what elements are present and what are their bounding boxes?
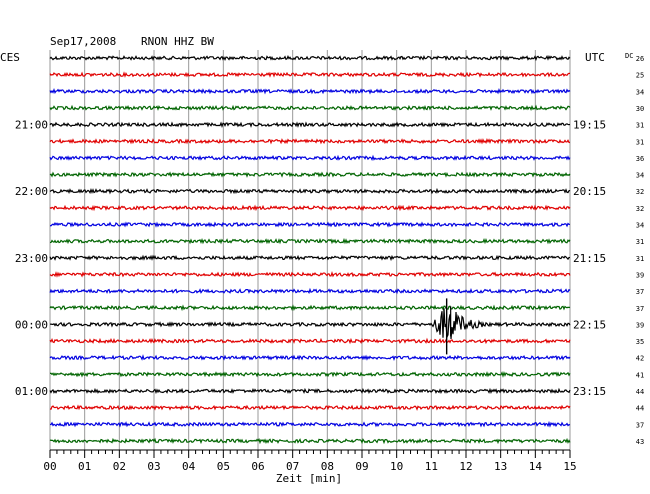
seismic-trace-4 bbox=[49, 121, 571, 129]
seismic-trace-17 bbox=[49, 337, 571, 345]
dc-value: 41 bbox=[636, 371, 644, 379]
left-zone-label: CES bbox=[0, 51, 20, 64]
dc-value: 37 bbox=[636, 288, 644, 296]
left-time-label: 01:00 bbox=[15, 385, 48, 398]
right-time-label: 19:15 bbox=[573, 119, 606, 132]
seismic-trace-0 bbox=[49, 55, 571, 62]
dc-value: 31 bbox=[636, 122, 644, 130]
seismic-trace-11 bbox=[49, 237, 571, 245]
seismic-trace-18 bbox=[49, 354, 571, 362]
dc-value: 32 bbox=[636, 205, 644, 213]
dc-value: 32 bbox=[636, 188, 644, 196]
dc-value: 34 bbox=[636, 88, 644, 96]
dc-value: 26 bbox=[636, 55, 644, 63]
seismic-trace-19 bbox=[49, 370, 571, 378]
right-time-label: 22:15 bbox=[573, 318, 606, 331]
seismic-trace-10 bbox=[49, 221, 571, 228]
x-tick-label: 06 bbox=[251, 460, 264, 473]
x-tick-label: 07 bbox=[286, 460, 299, 473]
right-time-label: 21:15 bbox=[573, 252, 606, 265]
left-time-label: 23:00 bbox=[15, 252, 48, 265]
dc-value: 31 bbox=[636, 238, 644, 246]
x-tick-label: 03 bbox=[147, 460, 160, 473]
seismic-trace-3 bbox=[49, 104, 571, 112]
dc-value: 31 bbox=[636, 255, 644, 263]
seismic-trace-23 bbox=[49, 437, 571, 445]
x-tick-label: 05 bbox=[217, 460, 230, 473]
x-tick-label: 14 bbox=[529, 460, 543, 473]
dc-value: 34 bbox=[636, 222, 644, 230]
dc-value: 36 bbox=[636, 155, 644, 163]
dc-value: 39 bbox=[636, 271, 644, 279]
seismic-trace-12 bbox=[49, 254, 571, 262]
dc-label: DC bbox=[625, 52, 633, 60]
seismic-trace-13 bbox=[49, 271, 571, 278]
seismic-trace-8 bbox=[49, 187, 571, 195]
x-tick-label: 09 bbox=[355, 460, 368, 473]
x-tick-label: 00 bbox=[43, 460, 56, 473]
x-tick-label: 01 bbox=[78, 460, 91, 473]
x-tick-label: 08 bbox=[321, 460, 334, 473]
right-time-label: 23:15 bbox=[573, 385, 606, 398]
x-tick-label: 04 bbox=[182, 460, 196, 473]
seismic-trace-20 bbox=[49, 387, 571, 395]
seismic-trace-14 bbox=[49, 287, 571, 295]
dc-value: 31 bbox=[636, 138, 644, 146]
dc-value: 35 bbox=[636, 338, 644, 346]
dc-value: 42 bbox=[636, 355, 644, 363]
right-time-label: 20:15 bbox=[573, 185, 606, 198]
x-tick-label: 11 bbox=[425, 460, 438, 473]
dc-value: 39 bbox=[636, 321, 644, 329]
chart-station: RNON HHZ BW bbox=[141, 35, 214, 48]
dc-value: 44 bbox=[636, 405, 644, 413]
seismic-trace-9 bbox=[49, 204, 571, 212]
dc-value: 37 bbox=[636, 305, 644, 313]
x-tick-label: 12 bbox=[459, 460, 472, 473]
seismic-trace-2 bbox=[49, 87, 571, 95]
seismic-trace-1 bbox=[49, 71, 571, 78]
seismic-trace-16 bbox=[49, 308, 571, 340]
left-time-label: 00:00 bbox=[15, 318, 48, 331]
chart-date: Sep17,2008 bbox=[50, 35, 116, 48]
dc-value: 44 bbox=[636, 388, 644, 396]
seismic-trace-15 bbox=[49, 304, 571, 312]
right-zone-label: UTC bbox=[585, 51, 605, 64]
x-tick-label: 02 bbox=[113, 460, 126, 473]
seismic-trace-6 bbox=[49, 154, 571, 161]
x-tick-label: 10 bbox=[390, 460, 403, 473]
x-tick-label: 13 bbox=[494, 460, 507, 473]
seismic-trace-7 bbox=[49, 171, 571, 178]
left-time-label: 21:00 bbox=[15, 119, 48, 132]
dc-value: 34 bbox=[636, 172, 644, 180]
seismic-trace-21 bbox=[49, 404, 571, 411]
dc-value: 37 bbox=[636, 421, 644, 429]
seismic-trace-22 bbox=[49, 420, 571, 428]
dc-value: 43 bbox=[636, 438, 644, 446]
dc-value: 30 bbox=[636, 105, 644, 113]
seismic-trace-5 bbox=[49, 138, 571, 145]
x-axis-label: Zeit [min] bbox=[276, 472, 342, 485]
dc-value: 25 bbox=[636, 72, 644, 80]
x-tick-label: 15 bbox=[563, 460, 576, 473]
left-time-label: 22:00 bbox=[15, 185, 48, 198]
